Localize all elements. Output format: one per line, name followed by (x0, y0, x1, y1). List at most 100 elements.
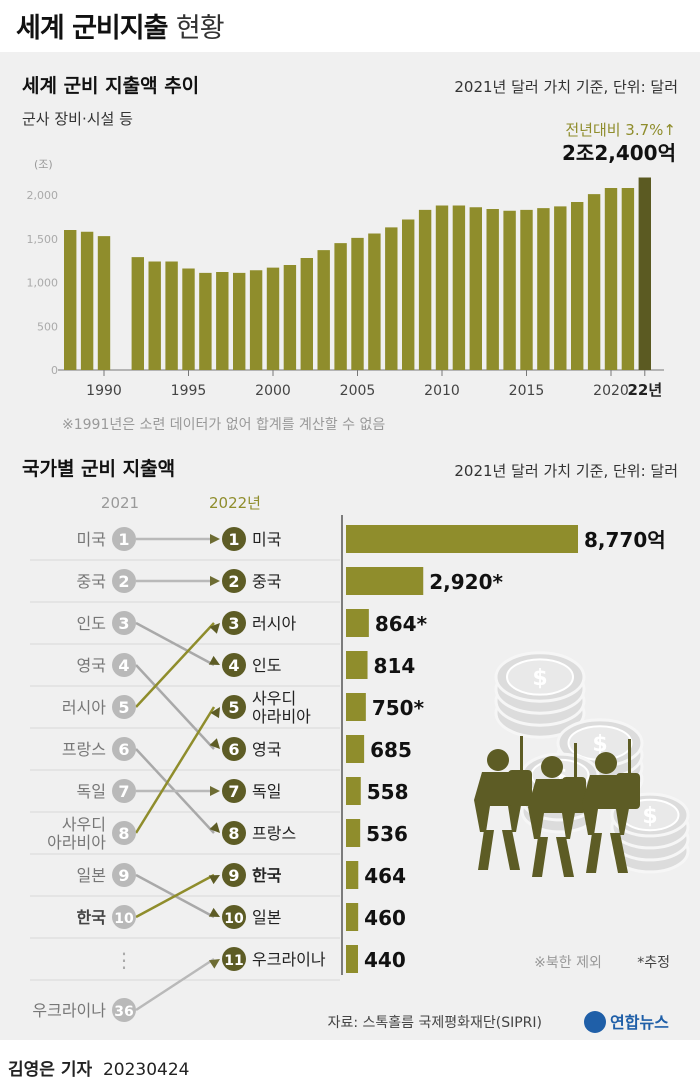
chart1-bar (435, 205, 449, 370)
ellipsis: ⋮ (114, 948, 134, 972)
rank2021-name: 영국 (77, 656, 106, 675)
chart1-bar (334, 243, 347, 370)
country-value-label: 2,920* (429, 570, 503, 594)
rank2022-name: 일본 (252, 908, 281, 927)
country-value-label: 814 (374, 654, 416, 678)
chart1-xtick-label: 22년 (627, 381, 662, 399)
arrow-head (210, 534, 220, 544)
soldier-head (487, 749, 509, 771)
chart1-bar (317, 250, 330, 370)
soldier-rifle (520, 736, 523, 776)
rank2021-number: 5 (118, 698, 129, 717)
rank2021-number: 36 (114, 1004, 133, 1020)
chart1-xtick-label: 1995 (171, 383, 207, 399)
soldier-rifle (574, 743, 577, 783)
dollar-icon: $ (642, 804, 657, 829)
country-ranking-chart: 국가별 군비 지출액 2021년 달러 가치 기준, 단위: 달러 2021 2022… (22, 458, 690, 1033)
logo-text: 연합뉴스 (610, 1013, 669, 1032)
country-bar (346, 819, 361, 847)
chart1-bar (520, 209, 533, 370)
rank2022-number: 11 (224, 953, 243, 969)
rank-change-arrow (134, 706, 216, 834)
rank2022-name: 러시아 (252, 614, 296, 633)
chart1-bar (199, 272, 212, 370)
rank2021-badge (112, 821, 136, 845)
arrow-head (209, 738, 220, 749)
country-bar (346, 525, 578, 553)
rank-change-arrow (135, 621, 215, 667)
rank2022-number: 3 (228, 614, 239, 633)
chart1-bar (249, 270, 263, 370)
soldier-rifle (628, 739, 631, 779)
rank2022-name: 우크라이나 (252, 950, 326, 969)
chart1-xtick-label: 1990 (86, 383, 122, 399)
chart1-ytick-label: 0 (51, 364, 58, 377)
chart1-bar (604, 188, 618, 370)
chart1-bar (182, 268, 195, 370)
country-bar (346, 567, 424, 595)
arrow-head (208, 655, 220, 665)
rank2021-name: 독일 (77, 782, 106, 801)
arrow-head (209, 822, 220, 833)
soldier-pack (508, 770, 532, 806)
rank2022-name: 미국 (252, 530, 281, 549)
chart1-bar (537, 208, 550, 370)
rank2021-name: 인도 (77, 614, 106, 633)
country-bar (346, 651, 368, 679)
rank2021-name: 러시아 (62, 698, 106, 717)
rank2021-badge (112, 737, 136, 761)
rank2022-badge (222, 821, 246, 845)
chart1-unit-note: 2021년 달러 가치 기준, 단위: 달러 (454, 78, 678, 96)
rank-change-arrow (135, 622, 215, 708)
rank2021-number: 7 (118, 782, 129, 801)
rank2022-name: 프랑스 (252, 824, 296, 843)
rank2021-number: 4 (118, 656, 129, 675)
chart1-xtick-label: 2000 (255, 383, 291, 399)
note-north-korea: ※북한 제외 (534, 955, 602, 971)
year-2022-label: 2022년 (209, 494, 261, 512)
coin-face (506, 658, 574, 696)
chart1-bar (638, 177, 651, 370)
rank2022-name: 한국 (252, 866, 282, 885)
rank2021-number: 8 (118, 824, 129, 843)
rank2022-badge (222, 611, 246, 635)
rank2022-number: 5 (228, 698, 239, 717)
rank2021-number: 3 (118, 614, 129, 633)
chart1-bar (351, 237, 364, 370)
country-value-label: 464 (364, 864, 406, 888)
rank2021-number: 6 (118, 740, 129, 759)
rank2021-name: 사우디 아라비아 (47, 815, 106, 852)
rank2021-number: 2 (118, 572, 129, 591)
rank2022-name: 독일 (252, 782, 281, 801)
country-bar (346, 945, 358, 973)
rank2022-number: 9 (228, 866, 239, 885)
rank2022-name: 중국 (252, 572, 281, 591)
footer: 김영은 기자 20230424 (8, 1055, 189, 1080)
rank2022-badge (222, 863, 246, 887)
chart1-bar (554, 206, 567, 370)
chart1-bar (402, 219, 415, 370)
dollar-icon: $ (592, 732, 607, 757)
chart1-bar (452, 205, 466, 370)
arrow-head (208, 959, 220, 969)
dollar-icon: $ (532, 666, 547, 691)
rank2021-badge (112, 695, 136, 719)
year-2021-label: 2021 (101, 494, 139, 512)
chart1-footnote: ※1991년은 소련 데이터가 없어 합계를 계산할 수 없음 (62, 417, 385, 433)
country-value-label: 864* (375, 612, 428, 636)
rank2022-number: 6 (228, 740, 239, 759)
rank2022-number: 1 (228, 530, 239, 549)
chart1-xtick-label: 2010 (424, 383, 460, 399)
page-subtitle: 현황 (175, 13, 225, 44)
chart1-bar (621, 188, 635, 370)
chart1-title: 세계 군비 지출액 추이 (22, 75, 199, 97)
chart1-axis-unit: (조) (34, 158, 53, 171)
chart1-bar (587, 194, 601, 370)
chart1-bar (368, 233, 381, 370)
arrow-head (208, 907, 220, 917)
soldier-icon (528, 743, 586, 877)
chart2-unit-note: 2021년 달러 가치 기준, 단위: 달러 (454, 462, 678, 480)
soldier-legs (478, 830, 520, 870)
soldier-pack (616, 773, 640, 809)
chart1-xtick-label: 2005 (340, 383, 376, 399)
